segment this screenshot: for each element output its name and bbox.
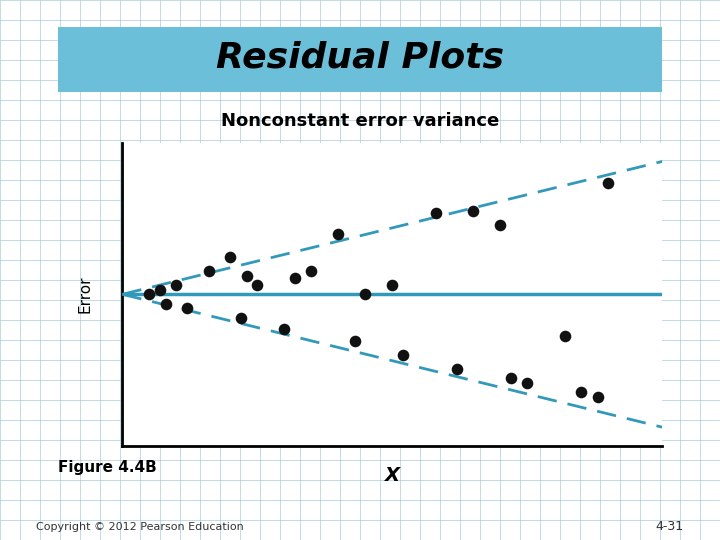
Point <box>521 379 533 387</box>
Text: X: X <box>385 466 400 485</box>
Text: 4-31: 4-31 <box>656 520 684 533</box>
Point <box>349 336 361 345</box>
Point <box>468 206 480 215</box>
Point <box>333 230 344 238</box>
Point <box>576 388 588 396</box>
Point <box>359 290 372 299</box>
Point <box>505 374 517 382</box>
Point <box>397 350 409 359</box>
Text: Figure 4.4B: Figure 4.4B <box>58 460 156 475</box>
Point <box>559 332 571 341</box>
Point <box>225 253 236 261</box>
Point <box>240 272 253 280</box>
Text: Error: Error <box>77 275 92 313</box>
Point <box>305 267 317 275</box>
Point <box>430 208 441 217</box>
Point <box>592 393 603 401</box>
Point <box>603 178 614 187</box>
Point <box>495 220 506 229</box>
Point <box>387 281 398 289</box>
Point <box>203 267 215 275</box>
Point <box>155 285 166 294</box>
Point <box>279 325 290 334</box>
Point <box>171 281 182 289</box>
Text: Copyright © 2012 Pearson Education: Copyright © 2012 Pearson Education <box>36 522 244 531</box>
Point <box>181 304 193 313</box>
Point <box>144 290 156 299</box>
Point <box>289 274 301 282</box>
Point <box>252 281 264 289</box>
Point <box>160 299 171 308</box>
Text: Nonconstant error variance: Nonconstant error variance <box>221 112 499 131</box>
Text: Residual Plots: Residual Plots <box>216 41 504 75</box>
Point <box>451 364 463 373</box>
Point <box>235 313 247 322</box>
